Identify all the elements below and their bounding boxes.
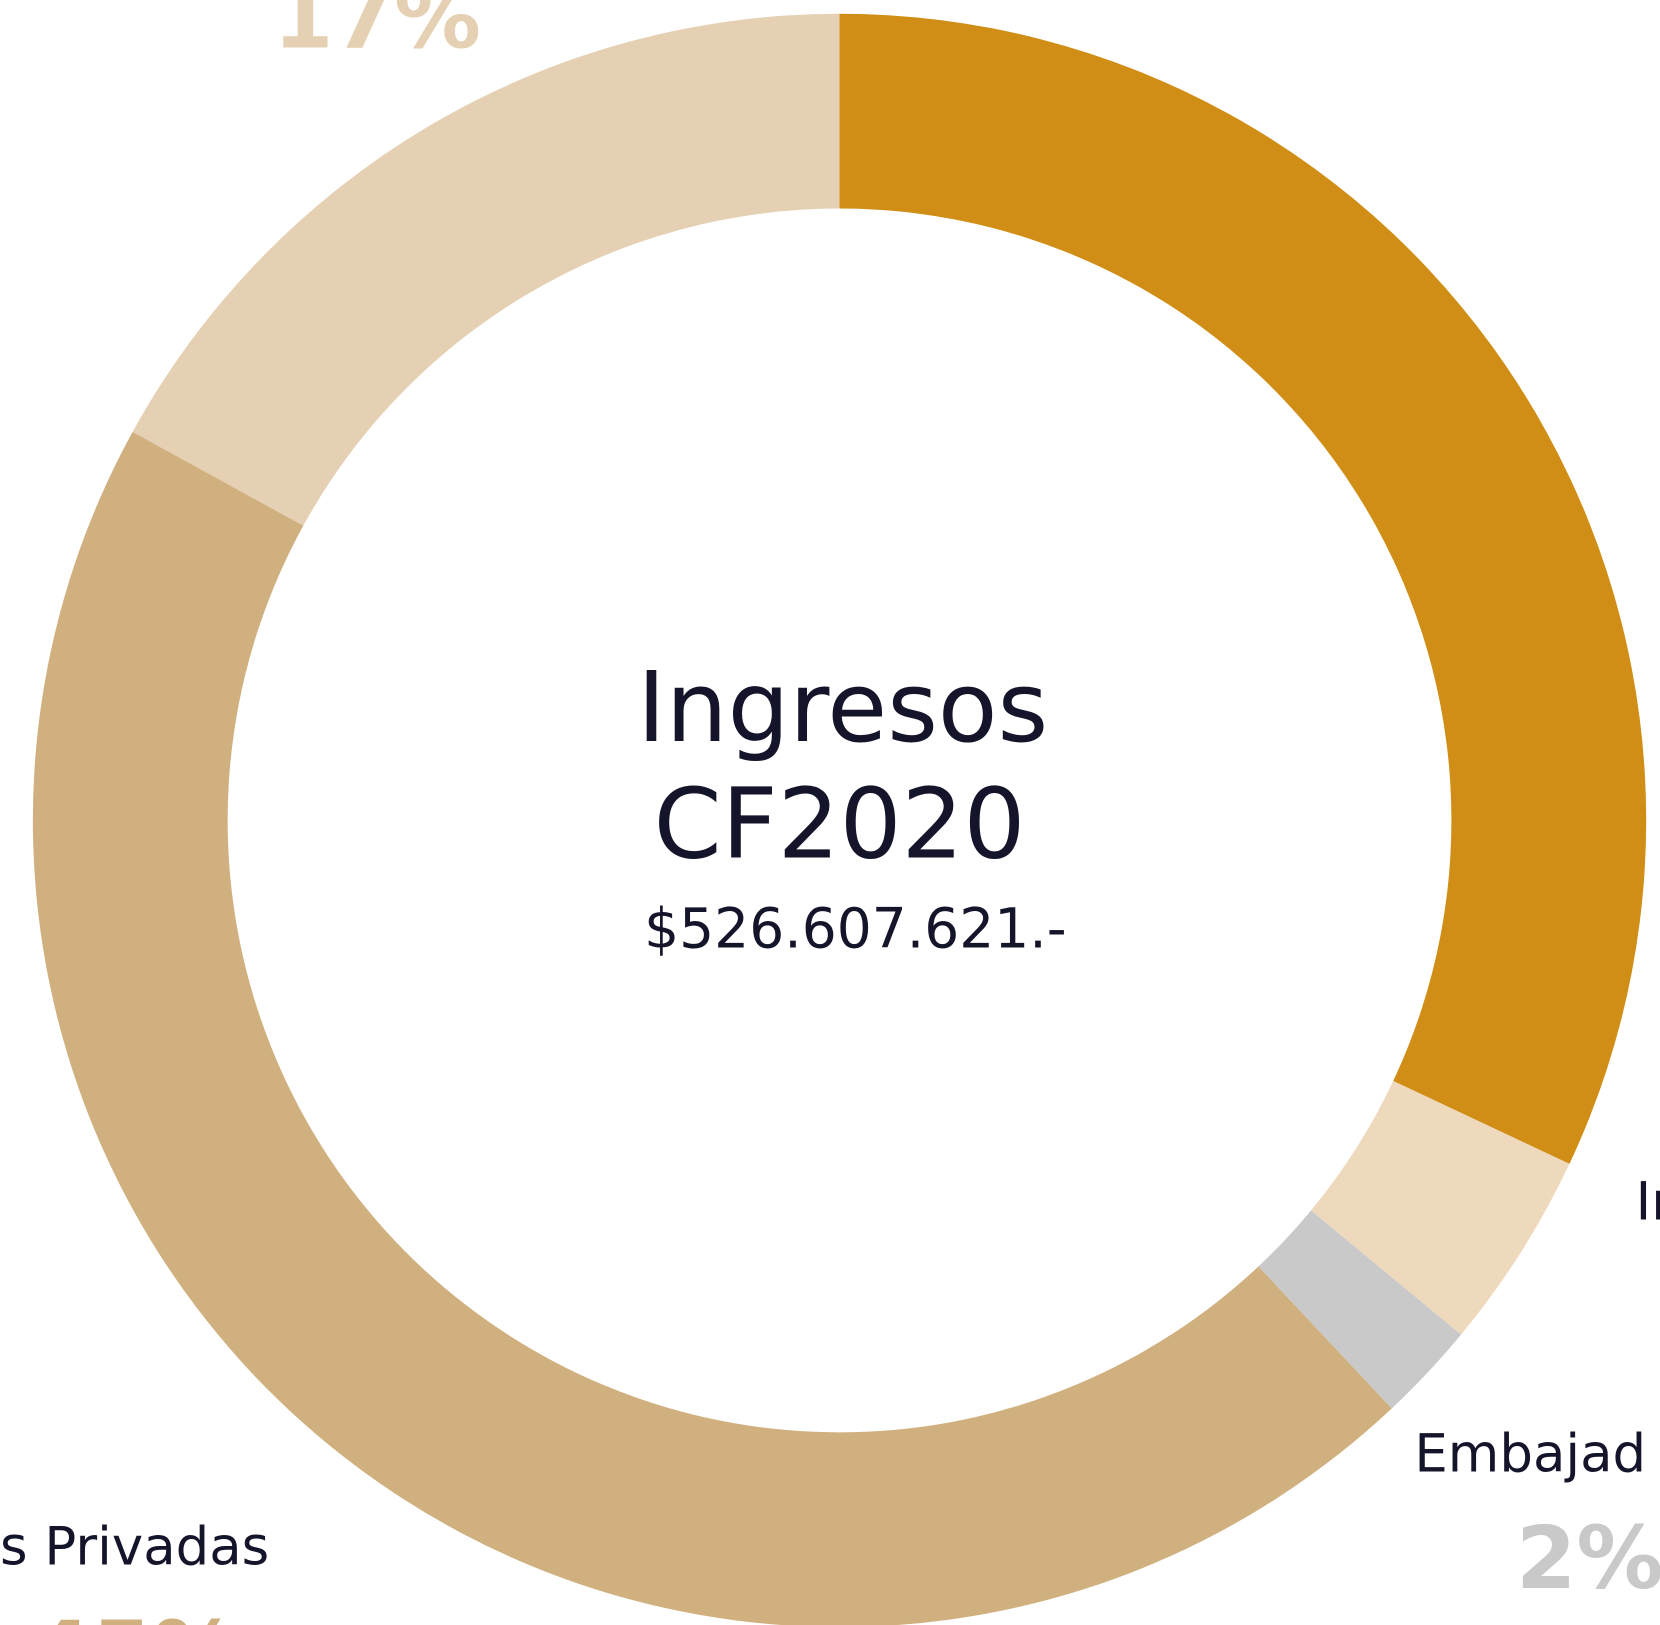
category-label: s Privadas (0, 1517, 269, 1578)
value-label: 45% (32, 1603, 240, 1625)
total-label: $526.607.621.- (644, 896, 1066, 960)
donut-segment (132, 13, 840, 526)
category-label: Ir (1636, 1172, 1660, 1233)
donut-segment (1310, 1080, 1570, 1335)
donut-segment (839, 13, 1647, 1164)
value-label: 2% (1516, 1508, 1660, 1609)
category-label: Embajad (1414, 1423, 1646, 1484)
chart-title: Ingresos (637, 651, 1048, 764)
value-label: 17% (273, 0, 481, 69)
donut-segment (32, 431, 1392, 1625)
donut-segment (1258, 1210, 1462, 1409)
chart-subtitle: CF2020 (654, 767, 1026, 880)
